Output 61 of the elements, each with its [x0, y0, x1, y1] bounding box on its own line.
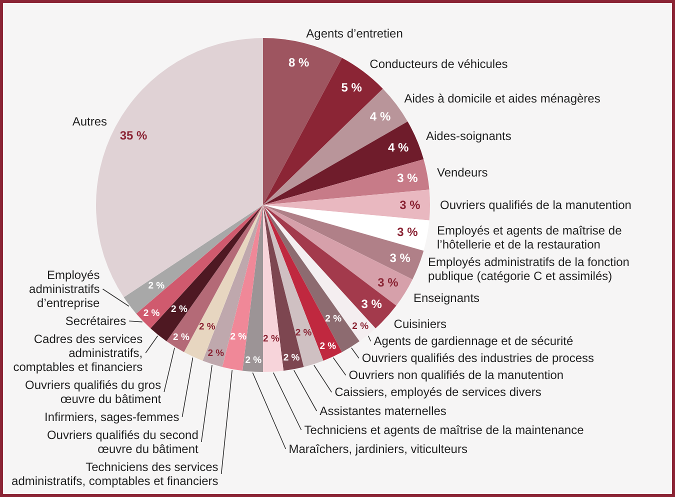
slice-label: Ouvriers qualifiés de la manutention: [440, 198, 632, 212]
data-label: 2 %: [230, 331, 248, 342]
pie-slice: [202, 205, 263, 367]
pie-slice: [222, 205, 263, 371]
data-label: 2 %: [283, 352, 300, 364]
data-label: 2 %: [143, 308, 160, 320]
slice-label: Ouvriers qualifiés des industries de process: [362, 351, 594, 366]
pie-slice: [263, 205, 360, 352]
pie-slice: [136, 205, 263, 328]
slice-label: Ouvriers non qualifiés de la manutention: [348, 368, 564, 382]
slice-label: Cuisiniers: [394, 317, 446, 332]
pie-slice: [263, 205, 324, 367]
data-label: 4 %: [388, 140, 409, 155]
slice-label: Agents d’entretien: [306, 26, 403, 40]
slice-label: Employés et agents de maîtrise de l’hôtellerie et de la restauration: [436, 224, 622, 252]
slice-label: Enseignants: [413, 291, 480, 306]
data-label: 5 %: [341, 80, 362, 95]
pie-slice: [150, 205, 263, 342]
pie-slice: [263, 205, 304, 371]
pie-slice: [263, 205, 284, 372]
slice-label: Infirmiers, sages-femmes: [44, 410, 180, 424]
slice-label: Maraîchers, jardiniers, viticulteurs: [288, 442, 468, 456]
slice-label: Assistantes maternelles: [320, 404, 446, 418]
data-label: 3 %: [400, 198, 421, 212]
slice-label: Autres: [72, 114, 108, 128]
data-label: 2 %: [208, 348, 225, 359]
slice-label: Caissiers, employés de services divers: [334, 385, 542, 400]
data-label: 3 %: [361, 297, 382, 312]
data-label: 2 %: [148, 280, 166, 292]
data-label: 2 %: [173, 332, 190, 344]
data-label: 3 %: [390, 251, 411, 266]
data-label: 2 %: [352, 321, 370, 332]
data-label: 3 %: [397, 225, 418, 240]
data-label: 2 %: [325, 314, 342, 325]
slice-label: Aides à domicile et aides ménagères: [404, 91, 600, 106]
slice-label: Ouvriers qualifiés du gros œuvre du bâtiment: [25, 378, 162, 406]
slice-label: Conducteurs de véhicules: [370, 56, 508, 71]
pie-slice: [263, 205, 342, 361]
slice-label: Secrétaires: [65, 314, 126, 328]
data-label: 2 %: [263, 333, 280, 344]
data-label: 3 %: [378, 275, 399, 290]
pie-slice: [263, 190, 430, 220]
slice-label: Techniciens et agents de maîtrise de la maintenance: [304, 423, 584, 437]
slice-label: Employés administratifs de la fonction publique (catégorie C et assimilés): [428, 254, 630, 283]
data-label: 35 %: [120, 128, 148, 142]
slice-label: Ouvriers qualifiés du second œuvre du bâtiment: [46, 428, 200, 456]
pie-slice: [263, 38, 342, 205]
slice-label: Aides-soignants: [426, 129, 512, 144]
data-label: 2 %: [198, 321, 216, 332]
slice-label: Employés administratifs d’entreprise: [29, 268, 100, 310]
data-label: 3 %: [397, 170, 418, 185]
data-label: 2 %: [245, 355, 262, 366]
data-label: 2 %: [295, 327, 312, 338]
slice-label: Cadres des services administratifs, comptables et financiers: [13, 332, 143, 374]
data-label: 2 %: [171, 304, 188, 316]
data-label: 8 %: [288, 55, 310, 70]
slice-label: Vendeurs: [436, 165, 488, 180]
slice-label: Agents de gardiennage et de sécurité: [374, 334, 574, 348]
slice-label: Techniciens des services administratifs, comptables et financiers: [12, 460, 218, 488]
data-label: 4 %: [370, 109, 391, 124]
data-label: 2 %: [320, 341, 337, 352]
